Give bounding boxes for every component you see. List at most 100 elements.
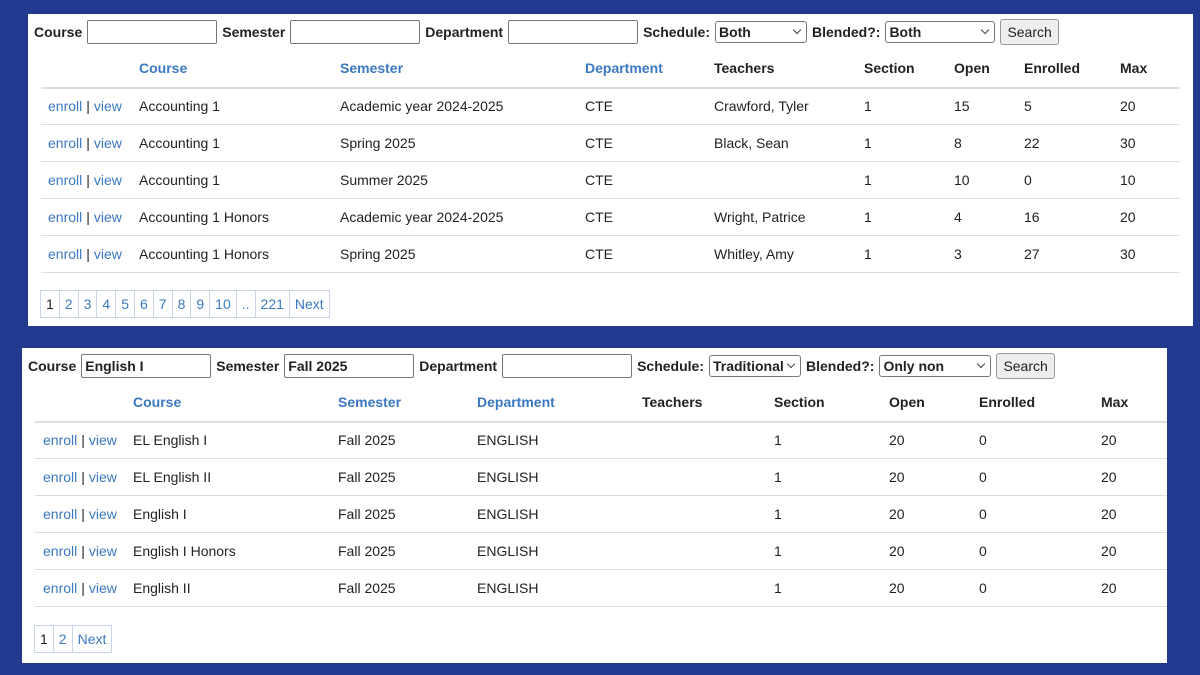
enroll-link[interactable]: enroll: [48, 135, 83, 151]
separator: |: [86, 209, 90, 225]
page-link: ..: [235, 290, 256, 318]
column-header: Enrolled: [979, 394, 1036, 410]
table-cell: 20: [889, 469, 905, 485]
table-cell: 1: [774, 506, 782, 522]
row-actions: enroll | view: [43, 467, 117, 487]
page-link[interactable]: 6: [133, 290, 154, 318]
column-header: Enrolled: [1024, 60, 1081, 76]
view-link[interactable]: view: [88, 469, 117, 485]
page-link[interactable]: 7: [152, 290, 173, 318]
page-link: 1: [34, 625, 54, 653]
enroll-link[interactable]: enroll: [43, 432, 78, 448]
text-input[interactable]: [508, 20, 639, 44]
table-cell: 0: [979, 469, 987, 485]
table-cell: 8: [954, 135, 962, 151]
select[interactable]: Only non: [879, 355, 992, 377]
view-link[interactable]: view: [88, 506, 117, 522]
row-divider: [41, 198, 1180, 199]
select[interactable]: Both: [885, 21, 996, 43]
enroll-link[interactable]: enroll: [43, 469, 78, 485]
text-input[interactable]: [290, 20, 421, 44]
text-input[interactable]: [502, 354, 633, 378]
header-divider: [35, 421, 1167, 423]
column-header[interactable]: Course: [139, 60, 188, 76]
separator: |: [86, 98, 90, 114]
table-cell: Spring 2025: [340, 135, 416, 151]
enroll-link[interactable]: enroll: [48, 209, 83, 225]
view-link[interactable]: view: [93, 246, 122, 262]
view-link[interactable]: view: [93, 98, 122, 114]
search-button[interactable]: Search: [1000, 19, 1059, 45]
table-cell: 20: [1120, 98, 1136, 114]
view-link[interactable]: view: [93, 172, 122, 188]
page-link[interactable]: 2: [52, 625, 73, 653]
row-actions: enroll | view: [43, 504, 117, 524]
table-cell: 27: [1024, 246, 1040, 262]
enroll-link[interactable]: enroll: [48, 98, 83, 114]
page-link[interactable]: 3: [77, 290, 98, 318]
column-header[interactable]: Department: [585, 60, 663, 76]
column-header[interactable]: Semester: [338, 394, 402, 410]
table-cell: 1: [774, 543, 782, 559]
view-link[interactable]: view: [93, 135, 122, 151]
search-button[interactable]: Search: [996, 353, 1055, 379]
table-cell: ENGLISH: [477, 580, 539, 596]
table-cell: Crawford, Tyler: [714, 98, 809, 114]
text-input[interactable]: English I: [81, 354, 212, 378]
view-link[interactable]: view: [88, 432, 117, 448]
column-header[interactable]: Course: [133, 394, 182, 410]
view-link[interactable]: view: [88, 543, 117, 559]
next-link[interactable]: Next: [71, 625, 113, 653]
next-link[interactable]: Next: [288, 290, 330, 318]
filter-label: Semester: [216, 358, 280, 374]
table-cell: Accounting 1: [139, 135, 220, 151]
table-cell: 20: [1101, 432, 1117, 448]
page-link[interactable]: 8: [171, 290, 192, 318]
text-input[interactable]: [87, 20, 218, 44]
separator: |: [81, 580, 85, 596]
table-cell: 20: [889, 543, 905, 559]
page-link[interactable]: 10: [209, 290, 237, 318]
table-cell: ENGLISH: [477, 469, 539, 485]
separator: |: [86, 172, 90, 188]
view-link[interactable]: view: [88, 580, 117, 596]
table-cell: Accounting 1 Honors: [139, 209, 269, 225]
table-cell: Fall 2025: [338, 543, 396, 559]
table-cell: Summer 2025: [340, 172, 428, 188]
table-cell: 30: [1120, 135, 1136, 151]
table-cell: 30: [1120, 246, 1136, 262]
row-divider: [35, 495, 1167, 496]
select[interactable]: Both: [714, 21, 807, 43]
table-cell: 1: [864, 98, 872, 114]
table-cell: 5: [1024, 98, 1032, 114]
page-link[interactable]: 221: [254, 290, 290, 318]
table-cell: Fall 2025: [338, 432, 396, 448]
page-link[interactable]: 9: [190, 290, 211, 318]
table-cell: CTE: [585, 135, 613, 151]
table-cell: EL English I: [133, 432, 208, 448]
enroll-link[interactable]: enroll: [48, 172, 83, 188]
separator: |: [81, 506, 85, 522]
table-cell: 20: [1101, 543, 1117, 559]
page-link[interactable]: 2: [58, 290, 79, 318]
table-cell: 1: [864, 209, 872, 225]
enroll-link[interactable]: enroll: [43, 506, 78, 522]
table-cell: 10: [954, 172, 970, 188]
table-cell: Fall 2025: [338, 580, 396, 596]
table-cell: 22: [1024, 135, 1040, 151]
page-link[interactable]: 5: [115, 290, 135, 318]
page-link[interactable]: 4: [96, 290, 117, 318]
enroll-link[interactable]: enroll: [43, 580, 78, 596]
row-actions: enroll | view: [48, 244, 122, 264]
enroll-link[interactable]: enroll: [43, 543, 78, 559]
column-header: Open: [889, 394, 925, 410]
enroll-link[interactable]: enroll: [48, 246, 83, 262]
column-header[interactable]: Semester: [340, 60, 404, 76]
table-cell: 0: [979, 543, 987, 559]
column-header[interactable]: Department: [477, 394, 555, 410]
select[interactable]: Traditional: [708, 355, 801, 377]
table-cell: EL English II: [133, 469, 212, 485]
text-input[interactable]: Fall 2025: [284, 354, 415, 378]
view-link[interactable]: view: [93, 209, 122, 225]
page-link: 1: [40, 290, 60, 318]
